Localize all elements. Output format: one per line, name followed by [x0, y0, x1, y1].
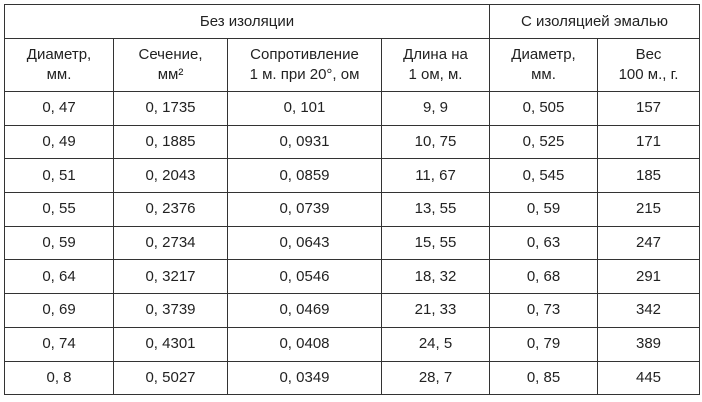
column-header: Длина на 1 ом, м. — [381, 38, 490, 92]
cell: 0, 64 — [4, 259, 114, 295]
cell: 0, 1885 — [113, 124, 228, 160]
cell: 13, 55 — [381, 192, 490, 227]
cell: 0, 69 — [4, 293, 114, 328]
cell: 0, 3739 — [113, 293, 228, 328]
cell: 0, 85 — [489, 360, 598, 396]
cell: 0, 0643 — [227, 225, 382, 261]
group-header: Без изоляции — [4, 4, 490, 39]
cell: 171 — [597, 124, 700, 160]
data-row: 0, 64 0, 3217 0, 0546 18, 32 0, 68 291 — [4, 259, 700, 295]
cell: 21, 33 — [381, 293, 490, 328]
cell: 389 — [597, 326, 700, 362]
column-header: Сечение, мм² — [113, 38, 228, 92]
column-header: Сопротивление 1 м. при 20°, ом — [227, 38, 382, 92]
cell: 0, 2376 — [113, 192, 228, 227]
group-row: Без изоляции С изоляцией эмалью — [4, 4, 700, 39]
cell: 0, 0931 — [227, 124, 382, 160]
cell: 10, 75 — [381, 124, 490, 160]
header-row: Диаметр, мм. Сечение, мм² Сопротивление 1 … — [4, 38, 700, 92]
group-header: С изоляцией эмалью — [489, 4, 700, 39]
cell: 0, 5027 — [113, 360, 228, 396]
cell: 0, 545 — [489, 158, 598, 194]
cell: 28, 7 — [381, 360, 490, 396]
cell: 0, 505 — [489, 91, 598, 126]
data-row: 0, 47 0, 1735 0, 101 9, 9 0, 505 157 — [4, 91, 700, 126]
cell: 0, 101 — [227, 91, 382, 126]
cell: 0, 59 — [4, 225, 114, 261]
cell: 0, 0469 — [227, 293, 382, 328]
cell: 0, 49 — [4, 124, 114, 160]
column-header: Диаметр, мм. — [489, 38, 598, 92]
cell: 0, 63 — [489, 225, 598, 261]
cell: 9, 9 — [381, 91, 490, 126]
cell: 342 — [597, 293, 700, 328]
cell: 215 — [597, 192, 700, 227]
cell: 24, 5 — [381, 326, 490, 362]
cell: 0, 2734 — [113, 225, 228, 261]
cell: 247 — [597, 225, 700, 261]
cell: 0, 0408 — [227, 326, 382, 362]
cell: 18, 32 — [381, 259, 490, 295]
data-row: 0, 55 0, 2376 0, 0739 13, 55 0, 59 215 — [4, 192, 700, 227]
cell: 291 — [597, 259, 700, 295]
cell: 0, 0349 — [227, 360, 382, 396]
cell: 0, 79 — [489, 326, 598, 362]
data-row: 0, 8 0, 5027 0, 0349 28, 7 0, 85 445 — [4, 360, 700, 396]
cell: 0, 68 — [489, 259, 598, 295]
data-row: 0, 59 0, 2734 0, 0643 15, 55 0, 63 247 — [4, 225, 700, 261]
cell: 0, 73 — [489, 293, 598, 328]
cell: 0, 3217 — [113, 259, 228, 295]
cell: 445 — [597, 360, 700, 396]
cell: 0, 47 — [4, 91, 114, 126]
cell: 0, 51 — [4, 158, 114, 194]
data-row: 0, 51 0, 2043 0, 0859 11, 67 0, 545 185 — [4, 158, 700, 194]
cell: 15, 55 — [381, 225, 490, 261]
column-header: Диаметр, мм. — [4, 38, 114, 92]
data-row: 0, 69 0, 3739 0, 0469 21, 33 0, 73 342 — [4, 293, 700, 328]
cell: 157 — [597, 91, 700, 126]
page: Без изоляции С изоляцией эмалью Диаметр, м… — [4, 4, 700, 396]
cell: 0, 8 — [4, 360, 114, 396]
data-row: 0, 74 0, 4301 0, 0408 24, 5 0, 79 389 — [4, 326, 700, 362]
wire-table: Без изоляции С изоляцией эмалью Диаметр, м… — [4, 4, 700, 396]
cell: 0, 525 — [489, 124, 598, 160]
cell: 0, 0546 — [227, 259, 382, 295]
cell: 11, 67 — [381, 158, 490, 194]
cell: 0, 0859 — [227, 158, 382, 194]
cell: 0, 55 — [4, 192, 114, 227]
cell: 0, 4301 — [113, 326, 228, 362]
cell: 0, 0739 — [227, 192, 382, 227]
cell: 0, 59 — [489, 192, 598, 227]
cell: 185 — [597, 158, 700, 194]
cell: 0, 1735 — [113, 91, 228, 126]
data-row: 0, 49 0, 1885 0, 0931 10, 75 0, 525 171 — [4, 124, 700, 160]
cell: 0, 74 — [4, 326, 114, 362]
cell: 0, 2043 — [113, 158, 228, 194]
column-header: Вес 100 м., г. — [597, 38, 700, 92]
